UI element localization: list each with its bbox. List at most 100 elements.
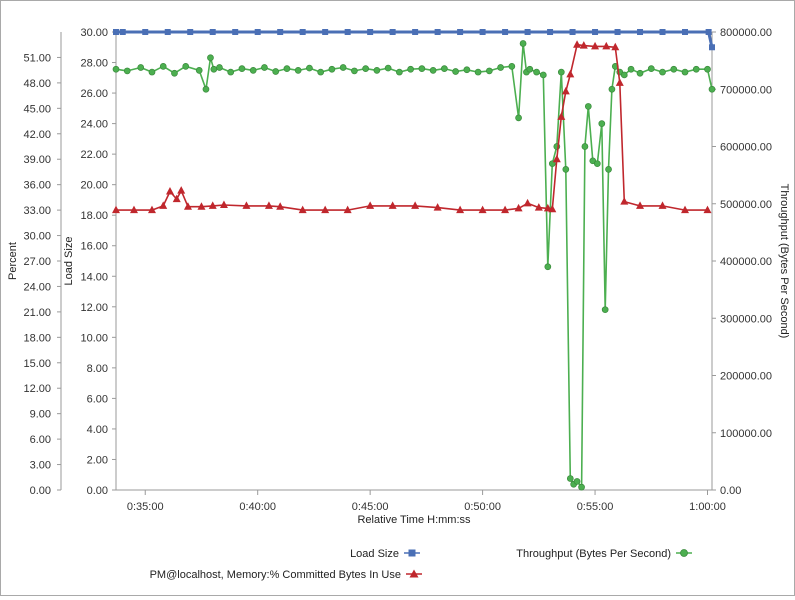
legend-item-memory[interactable]: PM@localhost, Memory:% Committed Bytes I… — [150, 569, 422, 581]
percent-tick-label: 51.00 — [23, 52, 51, 64]
memory-point — [602, 41, 611, 50]
throughput-point — [182, 62, 190, 70]
throughput-point — [474, 68, 482, 76]
memory-point — [183, 202, 192, 210]
percent-tick-label: 27.00 — [23, 256, 51, 268]
load-size-point — [187, 29, 194, 35]
legend-label-throughput: Throughput (Bytes Per Second) — [516, 548, 671, 560]
throughput-point — [249, 67, 257, 74]
memory-point — [343, 205, 352, 214]
throughput-point — [598, 120, 606, 127]
throughput-point — [659, 68, 666, 76]
memory-point — [681, 205, 690, 214]
throughput-point — [328, 65, 336, 73]
throughput-point — [573, 478, 581, 485]
throughput-point — [708, 85, 716, 93]
legend-item-throughput[interactable]: Throughput (Bytes Per Second) — [516, 548, 692, 560]
load-size-point — [119, 29, 126, 35]
throughput-point — [294, 67, 302, 74]
load-size-point — [659, 29, 666, 35]
percent-axis-title: Percent — [7, 242, 19, 280]
memory-point — [129, 205, 138, 214]
memory-point — [366, 201, 375, 209]
load-tick-label: 14.00 — [80, 271, 108, 283]
throughput-point — [670, 65, 678, 73]
memory-point — [552, 154, 561, 163]
throughput-point — [562, 166, 570, 173]
throughput-tick-label: 700000.00 — [720, 84, 772, 96]
percent-tick-label: 0.00 — [30, 485, 51, 497]
throughput-point — [485, 67, 493, 75]
load-size-point — [682, 29, 689, 35]
percent-tick-label: 3.00 — [30, 460, 51, 472]
memory-point — [172, 194, 181, 203]
legend-item-load-size[interactable]: Load Size — [350, 548, 420, 560]
load-size-point — [344, 29, 351, 35]
memory-point — [620, 197, 629, 205]
series-layer — [112, 29, 716, 491]
throughput-point — [123, 67, 131, 75]
throughput-point — [578, 483, 585, 491]
throughput-point — [601, 306, 609, 314]
plot-area — [115, 31, 713, 491]
throughput-point — [227, 68, 235, 76]
load-size-point — [705, 29, 712, 35]
load-size-point — [457, 29, 464, 35]
throughput-point — [581, 143, 589, 150]
percent-tick-label: 24.00 — [23, 281, 51, 293]
percent-tick-label: 30.00 — [23, 231, 51, 243]
load-size-point — [254, 29, 261, 35]
load-size-point — [299, 29, 306, 35]
memory-point — [219, 200, 228, 209]
throughput-point — [593, 160, 601, 168]
throughput-point — [539, 71, 547, 79]
load-size-point — [142, 29, 149, 35]
memory-point — [501, 205, 510, 214]
percent-tick-label: 6.00 — [30, 434, 51, 446]
throughput-point — [429, 67, 437, 74]
load-size-point — [367, 29, 374, 35]
throughput-point — [704, 65, 711, 73]
throughput-point — [463, 66, 471, 74]
throughput-point — [283, 65, 291, 72]
load-axis-ticks: 0.00 2.00 4.00 6.00 8.00 10.00 12.00 14.00 16.00… — [80, 27, 116, 497]
throughput-tick-label: 500000.00 — [720, 199, 772, 211]
memory-point — [388, 201, 397, 209]
legend-marker-memory — [409, 569, 419, 578]
load-tick-label: 20.00 — [80, 180, 108, 192]
throughput-point — [533, 68, 540, 76]
load-size-point — [569, 29, 576, 35]
load-size-point — [277, 29, 284, 35]
x-tick-label: 0:40:00 — [239, 501, 276, 513]
series-triangle-group — [112, 40, 712, 214]
throughput-point — [584, 103, 592, 110]
load-axis-title: Load Size — [63, 237, 75, 286]
throughput-point — [526, 65, 534, 73]
percent-tick-label: 21.00 — [23, 307, 51, 319]
memory-point — [591, 41, 600, 50]
throughput-point — [171, 69, 178, 77]
throughput-point — [452, 68, 459, 75]
throughput-point — [261, 64, 268, 71]
throughput-point — [384, 64, 392, 72]
x-tick-label: 0:50:00 — [464, 501, 501, 513]
load-tick-label: 16.00 — [80, 241, 108, 253]
throughput-point — [508, 62, 516, 70]
throughput-point — [216, 64, 223, 71]
x-tick-label: 0:55:00 — [577, 501, 614, 513]
memory-point — [177, 186, 186, 194]
load-size-point — [434, 29, 441, 35]
throughput-point — [306, 64, 313, 72]
memory-point — [658, 201, 667, 209]
percent-tick-label: 33.00 — [23, 205, 51, 217]
memory-point — [242, 201, 251, 209]
load-size-point — [232, 29, 239, 35]
memory-point — [534, 203, 543, 211]
throughput-point — [627, 65, 635, 73]
memory-point — [636, 201, 645, 209]
throughput-tick-label: 300000.00 — [720, 313, 772, 325]
memory-point — [548, 204, 557, 213]
load-tick-label: 10.00 — [80, 332, 108, 344]
memory-point — [208, 201, 217, 209]
